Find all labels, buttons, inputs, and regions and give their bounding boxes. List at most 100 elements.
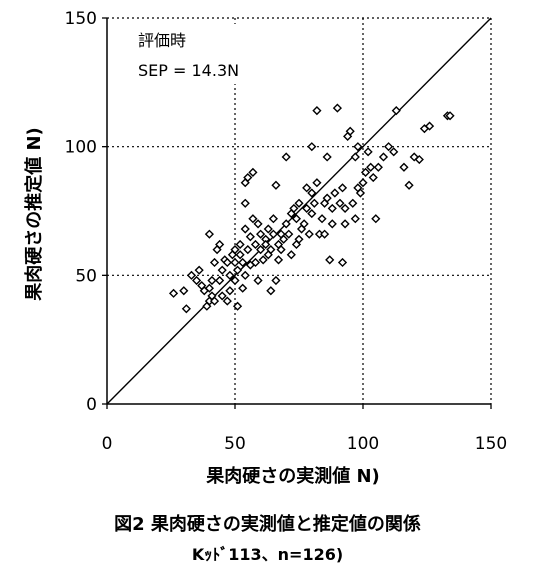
data-point xyxy=(256,245,266,255)
y-axis-ticks: 0 50 100 150 xyxy=(65,9,107,415)
data-point xyxy=(279,234,289,244)
annotation-sep: SEP = 14.3N xyxy=(138,61,239,80)
data-point xyxy=(289,203,299,214)
data-point xyxy=(225,270,235,280)
figure-caption: 図2 果肉硬さの実測値と推定値の関係 xyxy=(114,514,421,535)
data-point xyxy=(225,286,235,296)
data-point xyxy=(209,257,220,268)
data-point xyxy=(424,121,435,131)
data-point xyxy=(245,232,255,242)
data-point xyxy=(204,283,214,293)
reference-line xyxy=(106,17,492,405)
data-point xyxy=(350,214,360,224)
grid-lines xyxy=(107,17,492,404)
data-point xyxy=(268,229,278,239)
data-point xyxy=(179,286,189,296)
data-point xyxy=(291,214,302,224)
data-point xyxy=(366,162,376,172)
data-point xyxy=(320,229,330,239)
data-point xyxy=(353,142,363,152)
data-point xyxy=(273,255,284,265)
data-point xyxy=(302,183,312,193)
data-point xyxy=(168,288,179,298)
x-tick-label: 50 xyxy=(224,434,246,454)
data-point xyxy=(222,257,232,268)
data-point xyxy=(330,188,340,198)
plot-frame xyxy=(106,18,491,405)
data-point xyxy=(337,257,348,268)
data-point xyxy=(384,142,394,152)
data-point xyxy=(284,229,294,239)
x-tick-label: 150 xyxy=(475,434,507,454)
data-point xyxy=(307,188,317,198)
data-point xyxy=(230,275,240,286)
data-point xyxy=(312,106,322,116)
data-point xyxy=(240,224,250,234)
data-point xyxy=(389,147,399,157)
data-point xyxy=(350,152,360,162)
y-tick-label: 150 xyxy=(65,9,97,29)
data-point xyxy=(302,203,312,214)
data-point xyxy=(312,178,322,188)
data-point xyxy=(345,126,355,136)
scatter-chart: 0 50 100 150 0 50 100 150 評価時 SEP = 14.3N 果肉硬さ… xyxy=(23,9,507,487)
x-axis-label: 果肉硬さの実測値 N) xyxy=(205,465,380,487)
data-point xyxy=(261,239,271,250)
data-point xyxy=(271,180,281,190)
data-point xyxy=(373,162,383,172)
data-point xyxy=(248,214,258,224)
data-point xyxy=(268,214,278,224)
annotation-background xyxy=(122,24,272,84)
data-point xyxy=(294,198,304,208)
data-point xyxy=(358,178,368,188)
data-point xyxy=(232,301,243,311)
data-point xyxy=(325,255,335,265)
data-point xyxy=(299,219,309,229)
data-point xyxy=(253,275,263,286)
y-tick-label: 0 xyxy=(86,395,97,415)
data-point xyxy=(340,203,350,214)
data-point xyxy=(307,142,317,152)
data-point xyxy=(266,286,276,296)
data-point xyxy=(317,214,327,224)
data-point xyxy=(253,219,263,229)
data-point xyxy=(322,152,332,162)
data-point xyxy=(256,229,266,239)
data-point xyxy=(209,296,220,306)
y-tick-label: 100 xyxy=(65,138,97,158)
annotation-title: 評価時 xyxy=(138,31,186,50)
data-point xyxy=(360,167,371,177)
data-point xyxy=(194,265,204,275)
data-point xyxy=(258,255,268,265)
data-point xyxy=(281,152,291,162)
y-tick-label: 50 xyxy=(75,266,97,286)
data-point xyxy=(230,257,240,268)
data-point xyxy=(309,198,319,208)
data-point xyxy=(276,245,286,255)
data-point xyxy=(340,219,350,229)
data-point xyxy=(348,198,358,208)
data-point xyxy=(207,275,217,286)
x-tick-label: 100 xyxy=(347,434,379,454)
data-point xyxy=(215,239,225,250)
data-point xyxy=(445,111,455,121)
data-point xyxy=(232,265,243,275)
data-point xyxy=(307,208,317,219)
figure-caption-subtitle: Kｯﾄﾞ113、n=126) xyxy=(191,545,344,564)
data-point xyxy=(335,198,345,208)
x-tick-label: 0 xyxy=(102,434,113,454)
data-point xyxy=(414,154,424,165)
data-point xyxy=(327,203,337,214)
data-point xyxy=(327,219,337,229)
data-point xyxy=(243,172,253,183)
data-points xyxy=(168,103,455,314)
data-point xyxy=(217,265,227,275)
data-point xyxy=(235,239,245,250)
data-point xyxy=(204,229,214,239)
data-point xyxy=(240,198,250,208)
data-point xyxy=(391,106,401,116)
data-point xyxy=(235,250,245,260)
data-point xyxy=(322,193,332,203)
data-point xyxy=(215,275,225,286)
data-point xyxy=(186,270,197,280)
